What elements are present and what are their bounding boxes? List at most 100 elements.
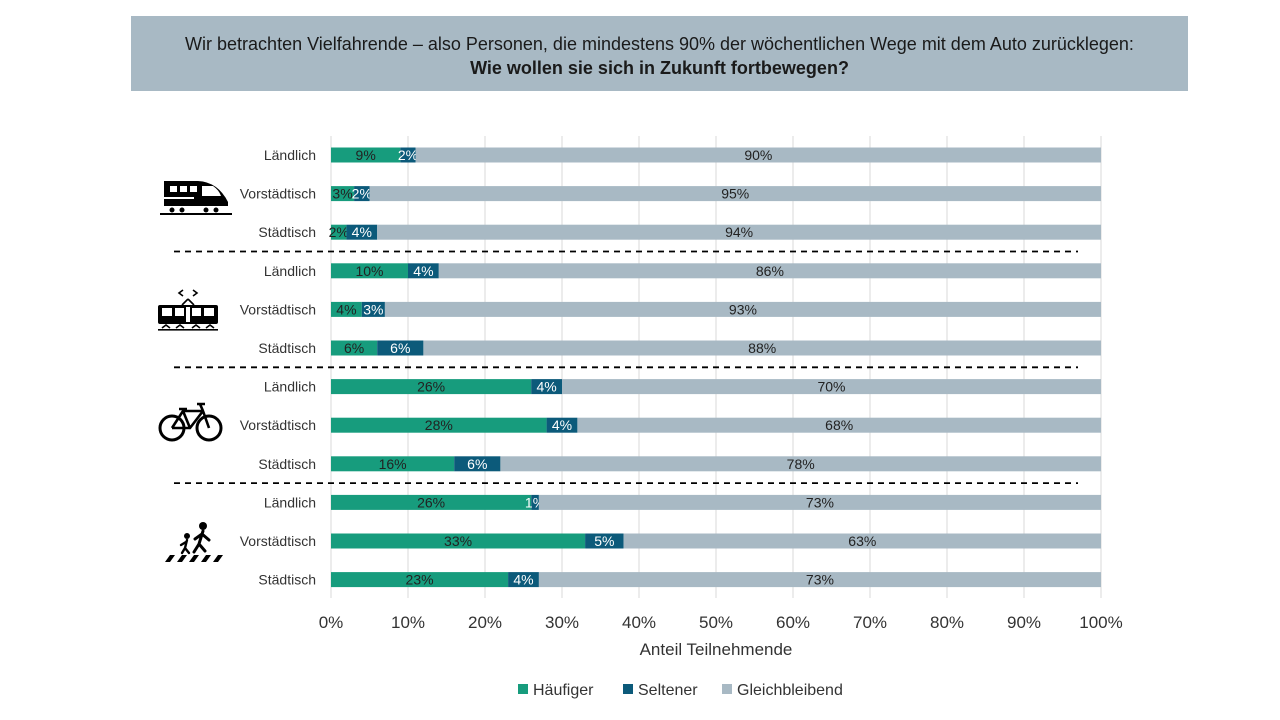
data-label: 2% [352,186,372,202]
bar-segment [354,186,370,202]
legend-entry: Häufiger [533,682,594,699]
legend-swatch [518,684,528,694]
bar-segment [585,533,624,549]
legend-entry: Seltener [638,682,698,699]
bar-segment [331,533,586,549]
x-tick-label: 0% [319,613,344,632]
data-label: 4% [352,224,372,240]
bar-segment [331,186,355,202]
x-tick-label: 90% [1007,613,1041,632]
x-tick-label: 30% [545,613,579,632]
row-label: Vorstädtisch [240,533,316,549]
bar-segment [377,340,424,356]
bar-segment [331,224,347,240]
bar-segment [454,456,501,472]
chart-title: Wie wollen sie sich in Zukunft fortbeweg… [470,58,849,78]
bar-segment [331,417,547,433]
data-label: 26% [417,379,445,395]
legend-swatch [722,684,732,694]
bar-segment [384,301,1101,317]
pedestrian-icon [165,522,223,562]
row-label: Ländlich [264,263,316,279]
bar-segment [331,147,401,163]
data-label: 95% [721,186,749,202]
data-label: 23% [406,572,434,588]
row-label: Ländlich [264,147,316,163]
bar-segment [623,533,1101,549]
data-label: 28% [425,417,453,433]
data-label: 73% [806,572,834,588]
data-label: 2% [329,224,349,240]
bar-segment [408,263,439,279]
bar-segment [331,340,378,356]
x-tick-label: 100% [1079,613,1122,632]
bar-segment [423,340,1101,356]
data-label: 4% [513,572,533,588]
bar-segment [538,572,1101,588]
bar-segment [438,263,1101,279]
bar-segment [531,494,539,510]
data-label: 88% [748,340,776,356]
bar-segment [508,572,539,588]
data-label: 6% [467,456,487,472]
bar-segment [577,417,1101,433]
data-label: 6% [390,340,410,356]
x-tick-label: 80% [930,613,964,632]
row-label: Vorstädtisch [240,301,316,317]
row-label: Ländlich [264,379,316,395]
data-label: 4% [336,301,356,317]
tram-icon [158,289,218,331]
data-label: 3% [363,301,383,317]
data-label: 68% [825,417,853,433]
legend-swatch [623,684,633,694]
data-label: 16% [379,456,407,472]
bar-segment [369,186,1101,202]
x-tick-label: 40% [622,613,656,632]
data-label: 4% [536,379,556,395]
x-tick-label: 50% [699,613,733,632]
bar-segment [562,379,1101,395]
row-label: Städtisch [258,340,316,356]
bar-segment [331,494,532,510]
data-label: 4% [552,417,572,433]
bicycle-icon [158,402,223,442]
bar-segment [538,494,1101,510]
data-label: 9% [356,147,376,163]
legend-entry: Gleichbleibend [737,682,843,699]
data-label: 73% [806,494,834,510]
x-tick-label: 10% [391,613,425,632]
train-icon [160,181,232,215]
bar-segment [546,417,578,433]
data-label: 63% [848,533,876,549]
bar-segment [377,224,1101,240]
x-tick-label: 20% [468,613,502,632]
bar-segment [331,301,362,317]
bar-segment [331,263,408,279]
data-label: 70% [817,379,845,395]
data-label: 78% [787,456,815,472]
x-tick-label: 60% [776,613,810,632]
data-label: 10% [355,263,383,279]
title-banner: Wir betrachten Vielfahrende – also Perso… [131,16,1188,91]
row-label: Ländlich [264,494,316,510]
row-label: Städtisch [258,456,316,472]
data-label: 86% [756,263,784,279]
bar-segment [346,224,378,240]
x-axis-label: Anteil Teilnehmende [640,640,793,659]
bar-segment [331,379,532,395]
x-tick-label: 70% [853,613,887,632]
data-label: 6% [344,340,364,356]
data-label: 3% [332,186,352,202]
data-label: 5% [594,533,614,549]
row-label: Vorstädtisch [240,417,316,433]
data-label: 93% [729,301,757,317]
chart-subtitle: Wir betrachten Vielfahrende – also Perso… [185,34,1134,54]
bar-segment [331,572,509,588]
bar-segment [500,456,1101,472]
data-label: 4% [413,263,433,279]
row-label: Städtisch [258,224,316,240]
data-label: 94% [725,224,753,240]
bar-segment [361,301,385,317]
data-label: 90% [744,147,772,163]
